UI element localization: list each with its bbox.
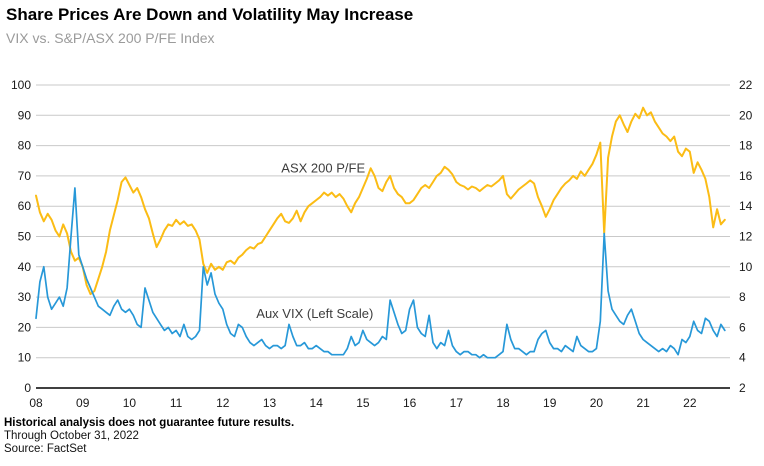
page-subtitle: VIX vs. S&P/ASX 200 P/FE Index xyxy=(6,30,215,46)
series-label: Aux VIX (Left Scale) xyxy=(256,306,373,321)
source-text: Source: FactSet xyxy=(4,443,87,455)
x-axis-tick-label: 08 xyxy=(29,396,43,410)
page-title: Share Prices Are Down and Volatility May… xyxy=(6,5,414,24)
left-axis-tick-label: 20 xyxy=(18,320,32,334)
series-label: ASX 200 P/FE xyxy=(281,160,365,175)
x-axis-tick-label: 15 xyxy=(356,396,370,410)
right-axis-tick-label: 8 xyxy=(739,290,746,304)
right-axis-tick-label: 18 xyxy=(739,139,753,153)
right-axis-tick-label: 14 xyxy=(739,199,753,213)
asx-series-line xyxy=(35,106,726,296)
x-axis-tick-label: 16 xyxy=(403,396,417,410)
through-date-text: Through October 31, 2022 xyxy=(4,430,139,442)
right-axis-tick-label: 12 xyxy=(739,230,753,244)
left-axis-tick-label: 90 xyxy=(18,108,32,122)
x-axis-tick-label: 22 xyxy=(683,396,697,410)
x-axis-tick-label: 12 xyxy=(216,396,230,410)
right-axis-tick-label: 20 xyxy=(739,108,753,122)
right-axis-tick-label: 10 xyxy=(739,260,753,274)
x-axis-tick-label: 10 xyxy=(123,396,137,410)
x-axis-tick-label: 09 xyxy=(76,396,90,410)
x-axis-tick-label: 20 xyxy=(590,396,604,410)
right-axis-tick-label: 22 xyxy=(739,78,753,92)
left-axis-tick-label: 60 xyxy=(18,199,32,213)
x-axis-tick-label: 13 xyxy=(263,396,277,410)
x-axis-tick-label: 19 xyxy=(543,396,557,410)
right-axis-tick-label: 16 xyxy=(739,169,753,183)
left-axis-tick-label: 70 xyxy=(18,169,32,183)
left-axis-tick-label: 10 xyxy=(18,351,32,365)
left-axis-tick-label: 0 xyxy=(24,381,31,395)
right-axis-tick-label: 2 xyxy=(739,381,746,395)
left-axis-tick-label: 50 xyxy=(18,230,32,244)
x-axis-tick-label: 14 xyxy=(310,396,324,410)
right-axis-tick-label: 4 xyxy=(739,351,746,365)
x-axis-tick-label: 17 xyxy=(450,396,464,410)
left-axis-tick-label: 30 xyxy=(18,290,32,304)
left-axis-tick-label: 80 xyxy=(18,139,32,153)
x-axis-tick-label: 11 xyxy=(170,396,183,410)
left-axis-tick-label: 40 xyxy=(18,260,32,274)
x-axis-tick-label: 21 xyxy=(636,396,650,410)
right-axis-tick-label: 6 xyxy=(739,320,746,334)
vix-series-line xyxy=(35,187,726,359)
x-axis-tick-label: 18 xyxy=(496,396,510,410)
disclaimer-text: Historical analysis does not guarantee f… xyxy=(4,417,295,429)
left-axis-tick-label: 100 xyxy=(11,78,31,92)
